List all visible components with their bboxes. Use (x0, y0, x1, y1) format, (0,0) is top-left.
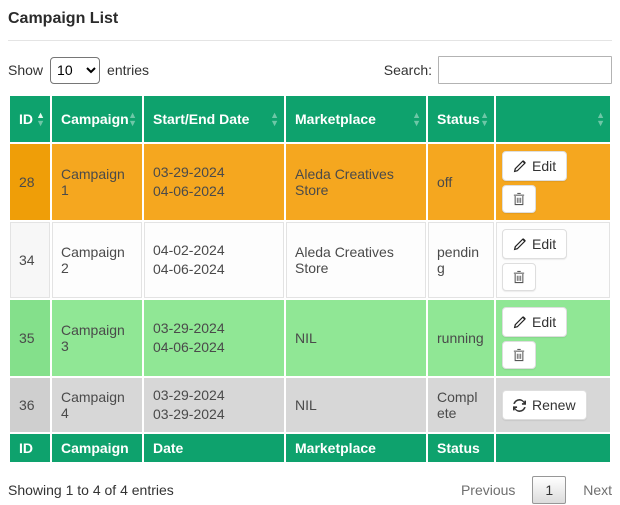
header-marketplace[interactable]: Marketplace ▲▼ (286, 96, 426, 142)
delete-button[interactable] (502, 263, 536, 291)
cell-dates: 03-29-2024 03-29-2024 (144, 378, 284, 432)
edit-button-label: Edit (532, 236, 556, 252)
table-row: 28 Campaign 1 03-29-2024 04-06-2024 Aled… (10, 144, 610, 220)
refresh-icon (513, 399, 526, 412)
sort-icons: ▲▼ (128, 111, 137, 127)
start-date: 03-29-2024 (153, 163, 275, 182)
search-control: Search: (384, 56, 612, 84)
cell-actions: Edit (496, 222, 610, 298)
header-status[interactable]: Status ▲▼ (428, 96, 494, 142)
cell-status: running (428, 300, 494, 376)
sort-desc-icon: ▼ (412, 119, 421, 127)
end-date: 03-29-2024 (153, 405, 275, 424)
table-row: 36 Campaign 4 03-29-2024 03-29-2024 NIL … (10, 378, 610, 432)
cell-status: pending (428, 222, 494, 298)
cell-campaign: Campaign 1 (52, 144, 142, 220)
start-date: 04-02-2024 (153, 241, 275, 260)
sort-desc-icon: ▼ (36, 119, 45, 127)
entries-info: Showing 1 to 4 of 4 entries (8, 482, 174, 498)
header-id[interactable]: ID ▲▼ (10, 96, 50, 142)
footer-date: Date (144, 434, 284, 462)
show-label: Show (8, 62, 43, 78)
edit-button-label: Edit (532, 314, 556, 330)
cell-dates: 03-29-2024 04-06-2024 (144, 300, 284, 376)
cell-marketplace: NIL (286, 378, 426, 432)
pagination: Previous 1 Next (461, 476, 612, 504)
footer-id: ID (10, 434, 50, 462)
edit-button[interactable]: Edit (502, 307, 567, 337)
trash-icon (513, 348, 525, 362)
footer-actions (496, 434, 610, 462)
pagination-page-1[interactable]: 1 (532, 476, 566, 504)
sort-desc-icon: ▼ (270, 119, 279, 127)
header-actions[interactable]: ▲▼ (496, 96, 610, 142)
sort-icons: ▲▼ (36, 111, 45, 127)
delete-button[interactable] (502, 341, 536, 369)
end-date: 04-06-2024 (153, 260, 275, 279)
end-date: 04-06-2024 (153, 338, 275, 357)
cell-status: Complete (428, 378, 494, 432)
table-footer-bar: Showing 1 to 4 of 4 entries Previous 1 N… (8, 476, 612, 504)
cell-id: 36 (10, 378, 50, 432)
table-row: 35 Campaign 3 03-29-2024 04-06-2024 NIL … (10, 300, 610, 376)
page-title: Campaign List (8, 10, 612, 28)
start-date: 03-29-2024 (153, 319, 275, 338)
sort-icons: ▲▼ (412, 111, 421, 127)
cell-marketplace: Aleda Creatives Store (286, 144, 426, 220)
edit-button[interactable]: Edit (502, 151, 567, 181)
cell-actions: Edit (496, 300, 610, 376)
page-length-select[interactable]: 10 (50, 57, 100, 84)
delete-button[interactable] (502, 185, 536, 213)
pencil-icon (513, 160, 526, 173)
sort-icons: ▲▼ (480, 111, 489, 127)
footer-status: Status (428, 434, 494, 462)
sort-desc-icon: ▼ (480, 119, 489, 127)
pencil-icon (513, 316, 526, 329)
pagination-next[interactable]: Next (583, 482, 612, 498)
cell-dates: 03-29-2024 04-06-2024 (144, 144, 284, 220)
cell-id: 35 (10, 300, 50, 376)
sort-icons: ▲▼ (270, 111, 279, 127)
sort-desc-icon: ▼ (128, 119, 137, 127)
sort-icons: ▲▼ (596, 111, 605, 127)
cell-dates: 04-02-2024 04-06-2024 (144, 222, 284, 298)
footer-marketplace: Marketplace (286, 434, 426, 462)
renew-button[interactable]: Renew (502, 390, 587, 420)
cell-status: off (428, 144, 494, 220)
cell-id: 28 (10, 144, 50, 220)
cell-marketplace: Aleda Creatives Store (286, 222, 426, 298)
search-label: Search: (384, 62, 432, 78)
table-footer-row: ID Campaign Date Marketplace Status (10, 434, 610, 462)
campaign-table: ID ▲▼ Campaign ▲▼ Start/End Date ▲▼ Mark… (8, 94, 612, 464)
search-input[interactable] (438, 56, 612, 84)
pagination-previous[interactable]: Previous (461, 482, 515, 498)
cell-campaign: Campaign 3 (52, 300, 142, 376)
table-controls: Show 10 entries Search: (8, 56, 612, 84)
trash-icon (513, 270, 525, 284)
cell-campaign: Campaign 4 (52, 378, 142, 432)
end-date: 04-06-2024 (153, 182, 275, 201)
entries-label: entries (107, 62, 149, 78)
page-length-control: Show 10 entries (8, 57, 149, 84)
pencil-icon (513, 238, 526, 251)
edit-button-label: Edit (532, 158, 556, 174)
divider (8, 40, 612, 41)
cell-campaign: Campaign 2 (52, 222, 142, 298)
footer-campaign: Campaign (52, 434, 142, 462)
header-start-end-date[interactable]: Start/End Date ▲▼ (144, 96, 284, 142)
sort-desc-icon: ▼ (596, 119, 605, 127)
start-date: 03-29-2024 (153, 386, 275, 405)
cell-actions: Renew (496, 378, 610, 432)
trash-icon (513, 192, 525, 206)
header-campaign[interactable]: Campaign ▲▼ (52, 96, 142, 142)
table-header-row: ID ▲▼ Campaign ▲▼ Start/End Date ▲▼ Mark… (10, 96, 610, 142)
cell-id: 34 (10, 222, 50, 298)
cell-marketplace: NIL (286, 300, 426, 376)
edit-button[interactable]: Edit (502, 229, 567, 259)
cell-actions: Edit (496, 144, 610, 220)
renew-button-label: Renew (532, 397, 576, 413)
table-row: 34 Campaign 2 04-02-2024 04-06-2024 Aled… (10, 222, 610, 298)
